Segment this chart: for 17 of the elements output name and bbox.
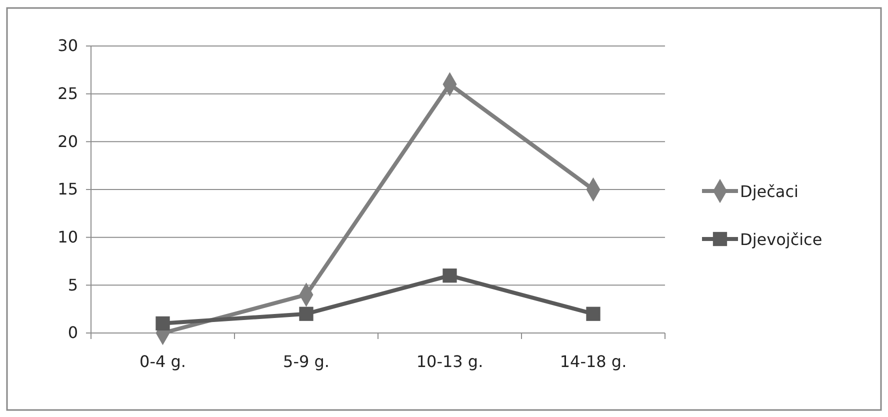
y-tick-label: 5	[68, 275, 78, 294]
y-tick-label: 30	[58, 36, 78, 56]
y-tick-label: 0	[68, 323, 78, 342]
point	[156, 316, 170, 331]
y-tick-label: 25	[58, 84, 78, 103]
x-tick-label: 10-13 g.	[416, 352, 484, 371]
y-tick-label: 10	[58, 227, 78, 246]
y-tick-label: 15	[58, 180, 78, 199]
point	[586, 306, 600, 321]
x-tick-label: 0-4 g.	[140, 352, 186, 371]
y-tick-label: 20	[58, 132, 78, 151]
x-tick-label: 14-18 g.	[560, 352, 627, 371]
legend-label: Djevojčice	[740, 230, 822, 249]
point	[299, 306, 314, 321]
legend-label: Dječaci	[740, 182, 798, 201]
x-tick-label: 5-9 g.	[283, 352, 330, 371]
point	[442, 268, 457, 283]
